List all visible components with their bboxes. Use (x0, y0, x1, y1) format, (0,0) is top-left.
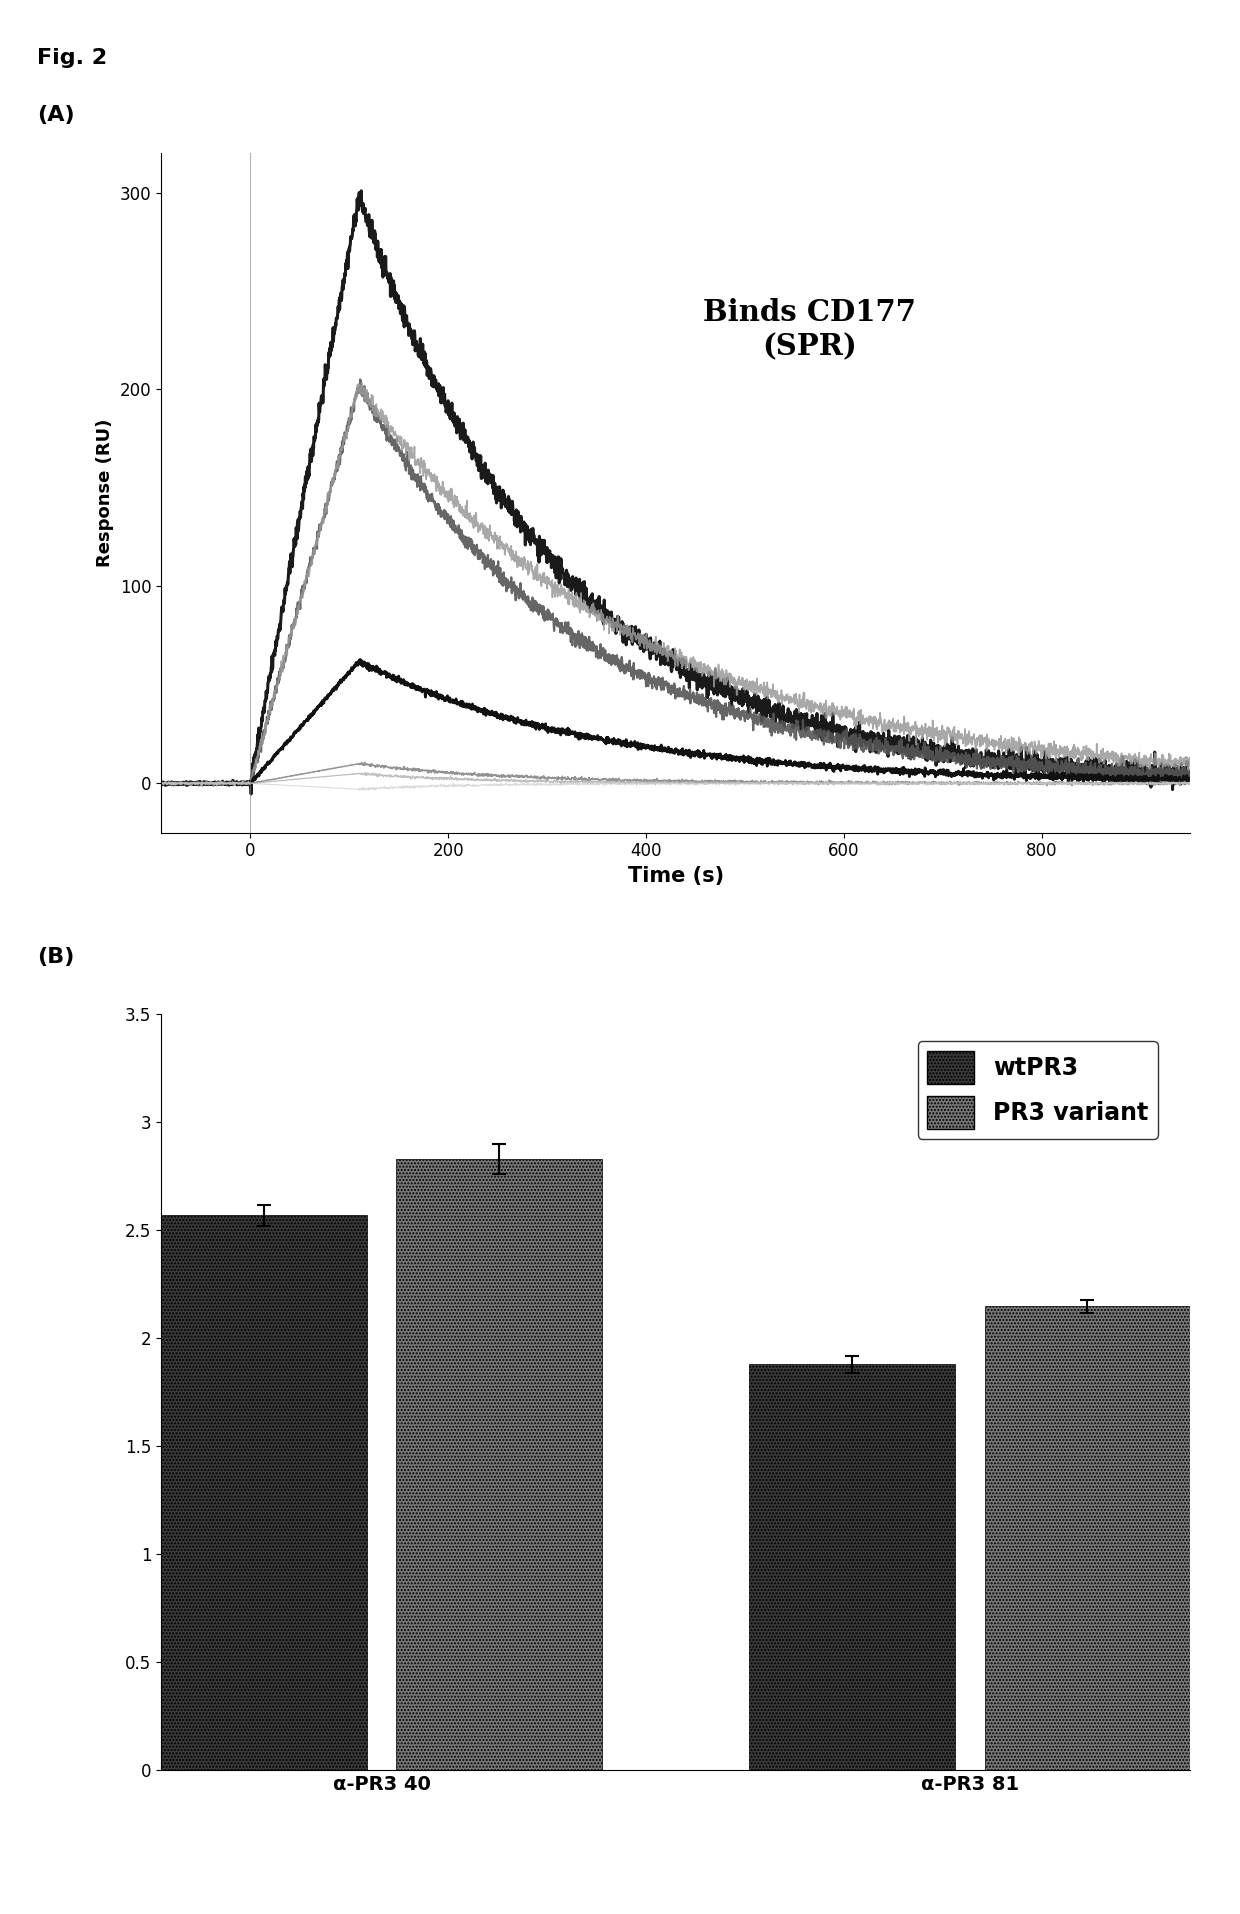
Bar (161, 1215, 367, 1770)
Text: (A): (A) (37, 105, 74, 124)
Text: (B): (B) (37, 947, 74, 967)
Bar (749, 1365, 955, 1770)
Bar (985, 1305, 1190, 1770)
Bar (397, 1160, 603, 1770)
Text: Fig. 2: Fig. 2 (37, 48, 108, 67)
Y-axis label: Response (RU): Response (RU) (97, 419, 114, 567)
Legend: wtPR3, PR3 variant: wtPR3, PR3 variant (918, 1041, 1158, 1139)
Text: Binds CD177
(SPR): Binds CD177 (SPR) (703, 299, 916, 362)
X-axis label: Time (s): Time (s) (627, 865, 724, 886)
